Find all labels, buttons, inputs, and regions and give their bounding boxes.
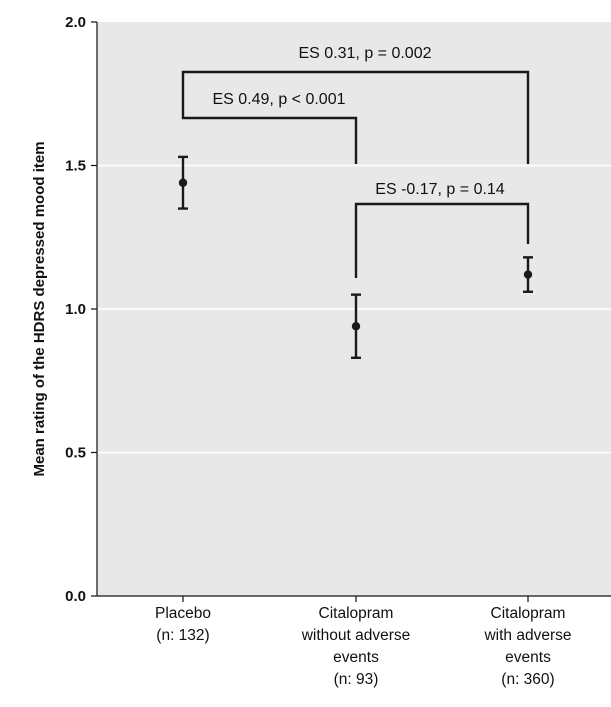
- significance-bracket: [181, 97, 358, 164]
- data-point: [523, 270, 533, 279]
- y-tick-label: 0.5: [65, 445, 86, 462]
- significance-label: ES 0.49, p < 0.001: [213, 91, 346, 108]
- x-category-label: events: [505, 649, 551, 666]
- x-category-label: with adverse: [483, 627, 571, 644]
- y-tick-label: 0.0: [65, 588, 86, 605]
- x-category-label: events: [333, 649, 379, 666]
- data-point: [178, 178, 188, 187]
- x-category-label: Citalopram: [319, 605, 394, 622]
- y-tick-label: 1.0: [65, 301, 86, 318]
- y-tick-label: 2.0: [65, 14, 86, 31]
- data-point: [351, 322, 361, 331]
- x-category-label: Placebo: [155, 605, 211, 622]
- x-category-label: (n: 93): [334, 671, 379, 688]
- x-category-label: without adverse: [301, 627, 411, 644]
- significance-bracket: [181, 70, 530, 164]
- significance-label: ES -0.17, p = 0.14: [375, 181, 505, 198]
- x-category-label: Citalopram: [491, 605, 566, 622]
- significance-bracket: [354, 202, 530, 278]
- x-category-label: (n: 360): [501, 671, 554, 688]
- x-category-label: (n: 132): [156, 627, 209, 644]
- significance-label: ES 0.31, p = 0.002: [299, 45, 432, 62]
- y-axis-label: Mean rating of the HDRS depressed mood i…: [31, 141, 48, 476]
- y-tick-label: 1.5: [65, 158, 86, 175]
